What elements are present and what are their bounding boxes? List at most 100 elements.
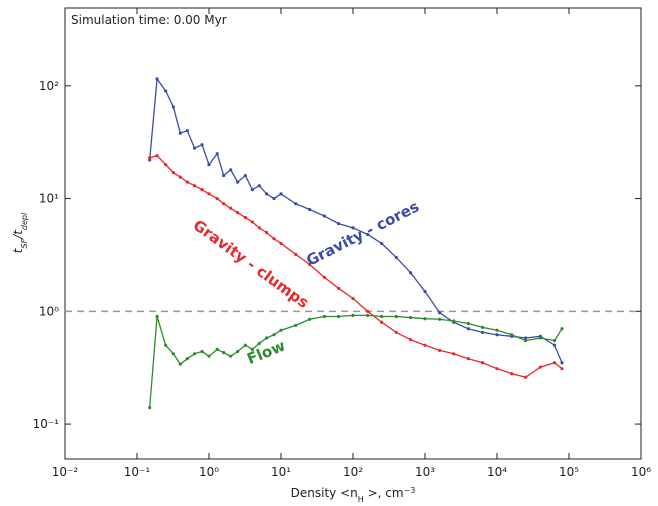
data-point bbox=[524, 338, 528, 343]
data-point bbox=[366, 313, 370, 318]
data-point bbox=[171, 105, 175, 109]
x-tick-label: 10⁻¹ bbox=[124, 465, 151, 479]
data-point bbox=[250, 188, 254, 192]
data-point bbox=[207, 192, 211, 196]
y-axis-label: tSF/tdepl bbox=[11, 212, 29, 253]
data-point bbox=[380, 241, 384, 246]
series-label: Flow bbox=[244, 337, 288, 369]
x-axis-label: Density <nH >, cm−3 bbox=[291, 486, 416, 504]
x-tick-label: 10⁵ bbox=[559, 465, 579, 479]
data-point bbox=[524, 375, 528, 379]
data-point bbox=[538, 365, 542, 369]
data-point bbox=[351, 296, 355, 301]
data-point bbox=[552, 361, 557, 365]
data-point bbox=[466, 357, 470, 361]
data-point bbox=[148, 405, 152, 410]
data-point bbox=[351, 226, 355, 230]
data-point bbox=[394, 330, 398, 335]
data-point bbox=[552, 343, 557, 347]
data-point bbox=[222, 351, 226, 355]
data-point bbox=[552, 338, 557, 343]
label-part: SF bbox=[20, 238, 29, 248]
series-label: Gravity - cores bbox=[303, 197, 422, 269]
data-point bbox=[452, 352, 456, 356]
series-label: Gravity - clumps bbox=[190, 216, 313, 312]
data-point bbox=[207, 354, 211, 358]
x-tick-label: 10⁶ bbox=[631, 465, 651, 479]
x-tick-label: 10³ bbox=[415, 465, 435, 479]
data-point bbox=[294, 252, 298, 256]
data-point bbox=[178, 175, 182, 179]
data-point bbox=[380, 320, 384, 324]
data-point bbox=[185, 129, 189, 133]
data-point bbox=[200, 188, 204, 192]
data-point bbox=[200, 349, 204, 354]
x-tick-label: 10⁴ bbox=[487, 465, 507, 479]
data-point bbox=[524, 336, 528, 340]
label-part: /t bbox=[11, 229, 25, 240]
data-point bbox=[322, 314, 326, 319]
data-point bbox=[236, 180, 240, 184]
label-part: −3 bbox=[404, 486, 416, 495]
x-tick-label: 10⁰ bbox=[199, 465, 219, 479]
data-point bbox=[257, 341, 261, 345]
data-point bbox=[336, 221, 341, 226]
data-point bbox=[243, 173, 247, 178]
data-point bbox=[423, 317, 427, 321]
label-part: depl bbox=[20, 212, 29, 230]
data-point bbox=[308, 317, 312, 321]
data-point bbox=[264, 192, 269, 196]
data-point bbox=[192, 146, 197, 150]
data-point bbox=[229, 206, 233, 210]
data-point bbox=[366, 232, 370, 237]
data-point bbox=[408, 315, 413, 320]
data-point bbox=[279, 241, 283, 246]
data-point bbox=[452, 319, 456, 323]
y-tick-label: 10⁻¹ bbox=[33, 417, 60, 431]
y-tick-label: 10¹ bbox=[39, 192, 59, 206]
data-point bbox=[164, 343, 168, 347]
data-point bbox=[322, 214, 326, 218]
data-point bbox=[243, 343, 247, 347]
label-part: >, cm bbox=[364, 486, 404, 500]
data-point bbox=[438, 348, 442, 353]
data-point bbox=[171, 352, 175, 356]
x-tick-label: 10² bbox=[343, 465, 363, 479]
info-text: Simulation time: 0.00 Myr bbox=[71, 13, 227, 27]
data-point bbox=[560, 361, 564, 365]
data-point bbox=[236, 211, 240, 215]
data-point bbox=[215, 152, 219, 156]
data-point bbox=[155, 154, 159, 158]
data-point bbox=[560, 367, 564, 371]
data-point bbox=[279, 328, 283, 332]
data-point bbox=[394, 314, 398, 319]
data-point bbox=[272, 237, 276, 241]
data-point bbox=[272, 196, 276, 201]
data-point bbox=[264, 230, 269, 235]
data-point bbox=[250, 347, 254, 351]
data-point bbox=[215, 347, 219, 351]
data-point bbox=[192, 184, 197, 188]
x-tick-label: 10⁻² bbox=[52, 465, 79, 479]
series-line bbox=[149, 314, 563, 408]
data-point bbox=[408, 338, 413, 342]
data-point bbox=[279, 192, 283, 196]
data-point bbox=[207, 163, 211, 167]
data-point bbox=[480, 361, 485, 365]
data-point bbox=[229, 168, 233, 172]
data-point bbox=[215, 196, 219, 201]
y-tick-label: 10² bbox=[39, 79, 59, 93]
label-part: t bbox=[11, 247, 25, 253]
data-point bbox=[466, 321, 470, 326]
data-point bbox=[322, 275, 326, 279]
data-point bbox=[380, 314, 384, 319]
data-point bbox=[336, 286, 341, 290]
data-point bbox=[510, 333, 514, 337]
data-point bbox=[178, 362, 182, 366]
data-point bbox=[495, 367, 499, 371]
data-point bbox=[178, 131, 182, 135]
data-point bbox=[423, 343, 427, 347]
series-line bbox=[149, 154, 563, 378]
data-point bbox=[272, 333, 276, 337]
